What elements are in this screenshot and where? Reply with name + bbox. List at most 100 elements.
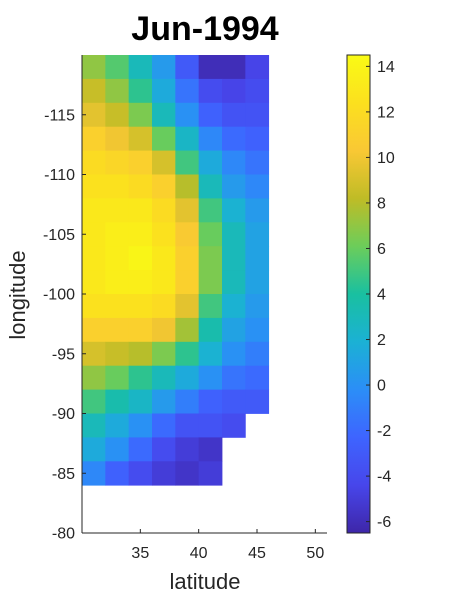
heatmap-cell (105, 222, 130, 247)
heatmap-cell (82, 102, 106, 128)
heatmap-cell (222, 150, 246, 175)
heatmap-cell (105, 413, 130, 438)
colorbar-tick-label: 6 (377, 241, 386, 258)
heatmap-cell (245, 317, 270, 343)
y-tick-label: -80 (52, 526, 75, 543)
heatmap-cell (82, 246, 106, 271)
heatmap-cell (82, 294, 106, 319)
heatmap-cell (128, 365, 153, 390)
heatmap-cell (82, 150, 106, 175)
heatmap-cell (222, 413, 246, 438)
heatmap-cell (245, 78, 270, 104)
heatmap-cell (152, 126, 176, 151)
heatmap-cell (82, 461, 106, 486)
heatmap-cell (128, 78, 153, 104)
heatmap-cell (128, 389, 153, 414)
colorbar-tick-label: -2 (377, 423, 391, 440)
heatmap-cell (82, 55, 106, 80)
heatmap-cell (105, 78, 130, 104)
heatmap-cell (128, 55, 153, 80)
heatmap-cell (152, 174, 176, 199)
heatmap-cell (82, 365, 106, 390)
x-tick-label: 45 (248, 545, 266, 562)
colorbar-tick-label: 12 (377, 104, 395, 121)
heatmap-cell (222, 55, 246, 80)
heatmap-cell (152, 341, 176, 367)
heatmap-cell (105, 198, 130, 223)
heatmap-cell (198, 365, 223, 390)
x-tick-label: 40 (190, 545, 208, 562)
heatmap-cell (128, 126, 153, 151)
heatmap-cell (198, 389, 223, 414)
heatmap-cell (175, 150, 200, 175)
heatmap-cell (175, 222, 200, 247)
heatmap-cell (222, 294, 246, 319)
heatmap-cell (198, 461, 223, 486)
heatmap-cell (175, 437, 200, 462)
heatmap-cell (175, 365, 200, 390)
y-tick-label: -85 (52, 466, 75, 483)
heatmap-cell (175, 198, 200, 223)
chart-title: Jun-1994 (131, 10, 278, 48)
heatmap-cell (222, 270, 246, 295)
heatmap-cell (105, 294, 130, 319)
heatmap-cell (105, 102, 130, 128)
heatmap-cell (222, 174, 246, 199)
colorbar-tick-label: 10 (377, 150, 395, 167)
heatmap-cell (152, 294, 176, 319)
heatmap-cell (198, 437, 223, 462)
heatmap-cell (175, 389, 200, 414)
heatmap-cell (152, 365, 176, 390)
heatmap-cell (198, 413, 223, 438)
heatmap-cell (105, 437, 130, 462)
heatmap-cell (175, 126, 200, 151)
heatmap-cell (128, 413, 153, 438)
heatmap-cell (198, 341, 223, 367)
heatmap-cell (152, 198, 176, 223)
colorbar-tick-label: 4 (377, 287, 386, 304)
heatmap-cell (175, 317, 200, 343)
heatmap-cell (175, 413, 200, 438)
heatmap-cells (82, 55, 270, 486)
heatmap-cell (152, 270, 176, 295)
heatmap-cell (198, 270, 223, 295)
heatmap-cell (245, 198, 270, 223)
heatmap-cell (175, 174, 200, 199)
heatmap-cell (152, 102, 176, 128)
heatmap-cell (245, 102, 270, 128)
heatmap-cell (222, 389, 246, 414)
heatmap-cell (175, 341, 200, 367)
heatmap-cell (222, 78, 246, 104)
x-axis: 35 40 45 50 (82, 529, 327, 562)
heatmap-cell (82, 389, 106, 414)
heatmap-cell (152, 413, 176, 438)
heatmap-cell (128, 102, 153, 128)
heatmap-cell (222, 126, 246, 151)
heatmap-cell (222, 102, 246, 128)
heatmap-cell (198, 317, 223, 343)
heatmap-cell (175, 294, 200, 319)
heatmap-cell (152, 461, 176, 486)
colorbar-tick-label: 8 (377, 195, 386, 212)
y-tick-label: -110 (44, 167, 75, 184)
heatmap-cell (128, 246, 153, 271)
colorbar-tick-label: 14 (377, 59, 395, 76)
heatmap-cell (105, 55, 130, 80)
y-tick-label: -115 (44, 107, 75, 124)
heatmap-cell (198, 55, 223, 80)
colorbar: -6 -4 -2 0 2 4 6 8 10 12 14 (346, 54, 395, 534)
heatmap-cell (105, 461, 130, 486)
colorbar-tick-label: 0 (377, 378, 386, 395)
heatmap-cell (222, 341, 246, 367)
heatmap-cell (128, 437, 153, 462)
y-tick-label: -100 (43, 287, 75, 304)
y-axis-label: longitude (5, 250, 30, 339)
heatmap-cell (82, 174, 106, 199)
heatmap-cell (245, 365, 270, 390)
heatmap-cell (222, 222, 246, 247)
heatmap-cell (245, 341, 270, 367)
heatmap-cell (105, 174, 130, 199)
heatmap-cell (222, 365, 246, 390)
